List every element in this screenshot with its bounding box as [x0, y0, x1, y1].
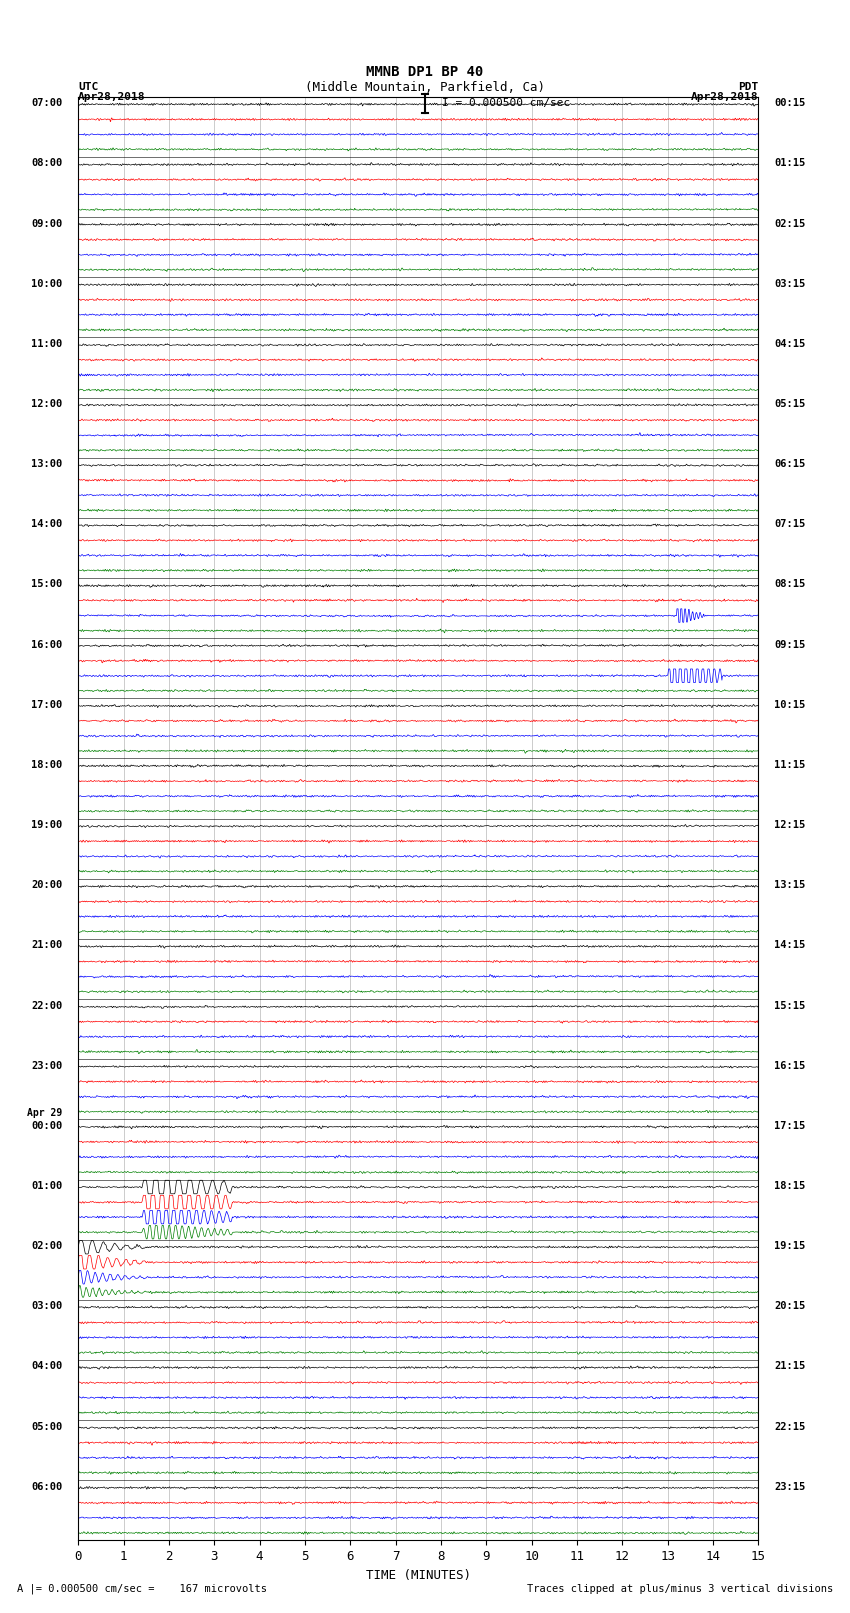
Text: 02:00: 02:00 — [31, 1240, 62, 1252]
Text: 18:15: 18:15 — [774, 1181, 805, 1190]
Text: 03:15: 03:15 — [774, 279, 805, 289]
Text: 02:15: 02:15 — [774, 219, 805, 229]
Text: 14:00: 14:00 — [31, 519, 62, 529]
Text: 14:15: 14:15 — [774, 940, 805, 950]
Text: (Middle Mountain, Parkfield, Ca): (Middle Mountain, Parkfield, Ca) — [305, 81, 545, 94]
Text: Apr28,2018: Apr28,2018 — [78, 92, 145, 102]
Text: 12:15: 12:15 — [774, 819, 805, 831]
Text: 21:15: 21:15 — [774, 1361, 805, 1371]
Text: 10:00: 10:00 — [31, 279, 62, 289]
Text: 09:00: 09:00 — [31, 219, 62, 229]
Text: 17:00: 17:00 — [31, 700, 62, 710]
Text: 07:00: 07:00 — [31, 98, 62, 108]
Text: 19:15: 19:15 — [774, 1240, 805, 1252]
Text: A |= 0.000500 cm/sec =    167 microvolts: A |= 0.000500 cm/sec = 167 microvolts — [17, 1582, 267, 1594]
Text: Apr 29: Apr 29 — [27, 1108, 62, 1118]
Text: 16:15: 16:15 — [774, 1061, 805, 1071]
X-axis label: TIME (MINUTES): TIME (MINUTES) — [366, 1569, 471, 1582]
Text: 15:00: 15:00 — [31, 579, 62, 589]
Text: 10:15: 10:15 — [774, 700, 805, 710]
Text: 22:00: 22:00 — [31, 1000, 62, 1011]
Text: Traces clipped at plus/minus 3 vertical divisions: Traces clipped at plus/minus 3 vertical … — [527, 1584, 833, 1594]
Text: 17:15: 17:15 — [774, 1121, 805, 1131]
Text: 00:00: 00:00 — [31, 1121, 62, 1131]
Text: Apr28,2018: Apr28,2018 — [691, 92, 758, 102]
Text: PDT: PDT — [738, 82, 758, 92]
Text: 04:00: 04:00 — [31, 1361, 62, 1371]
Text: 04:15: 04:15 — [774, 339, 805, 348]
Text: 20:00: 20:00 — [31, 881, 62, 890]
Text: 08:15: 08:15 — [774, 579, 805, 589]
Text: 07:15: 07:15 — [774, 519, 805, 529]
Text: 03:00: 03:00 — [31, 1302, 62, 1311]
Text: 12:00: 12:00 — [31, 398, 62, 410]
Text: 01:15: 01:15 — [774, 158, 805, 168]
Text: 05:00: 05:00 — [31, 1421, 62, 1432]
Text: 11:00: 11:00 — [31, 339, 62, 348]
Text: 16:00: 16:00 — [31, 640, 62, 650]
Text: 15:15: 15:15 — [774, 1000, 805, 1011]
Text: 08:00: 08:00 — [31, 158, 62, 168]
Text: 11:15: 11:15 — [774, 760, 805, 769]
Text: 23:15: 23:15 — [774, 1482, 805, 1492]
Text: 20:15: 20:15 — [774, 1302, 805, 1311]
Text: 05:15: 05:15 — [774, 398, 805, 410]
Text: 22:15: 22:15 — [774, 1421, 805, 1432]
Text: 06:00: 06:00 — [31, 1482, 62, 1492]
Text: 00:15: 00:15 — [774, 98, 805, 108]
Text: 13:15: 13:15 — [774, 881, 805, 890]
Text: 06:15: 06:15 — [774, 460, 805, 469]
Text: 19:00: 19:00 — [31, 819, 62, 831]
Text: 21:00: 21:00 — [31, 940, 62, 950]
Text: 09:15: 09:15 — [774, 640, 805, 650]
Text: 01:00: 01:00 — [31, 1181, 62, 1190]
Text: 23:00: 23:00 — [31, 1061, 62, 1071]
Text: MMNB DP1 BP 40: MMNB DP1 BP 40 — [366, 65, 484, 79]
Text: I = 0.000500 cm/sec: I = 0.000500 cm/sec — [442, 98, 570, 108]
Text: 13:00: 13:00 — [31, 460, 62, 469]
Text: UTC: UTC — [78, 82, 99, 92]
Text: 18:00: 18:00 — [31, 760, 62, 769]
